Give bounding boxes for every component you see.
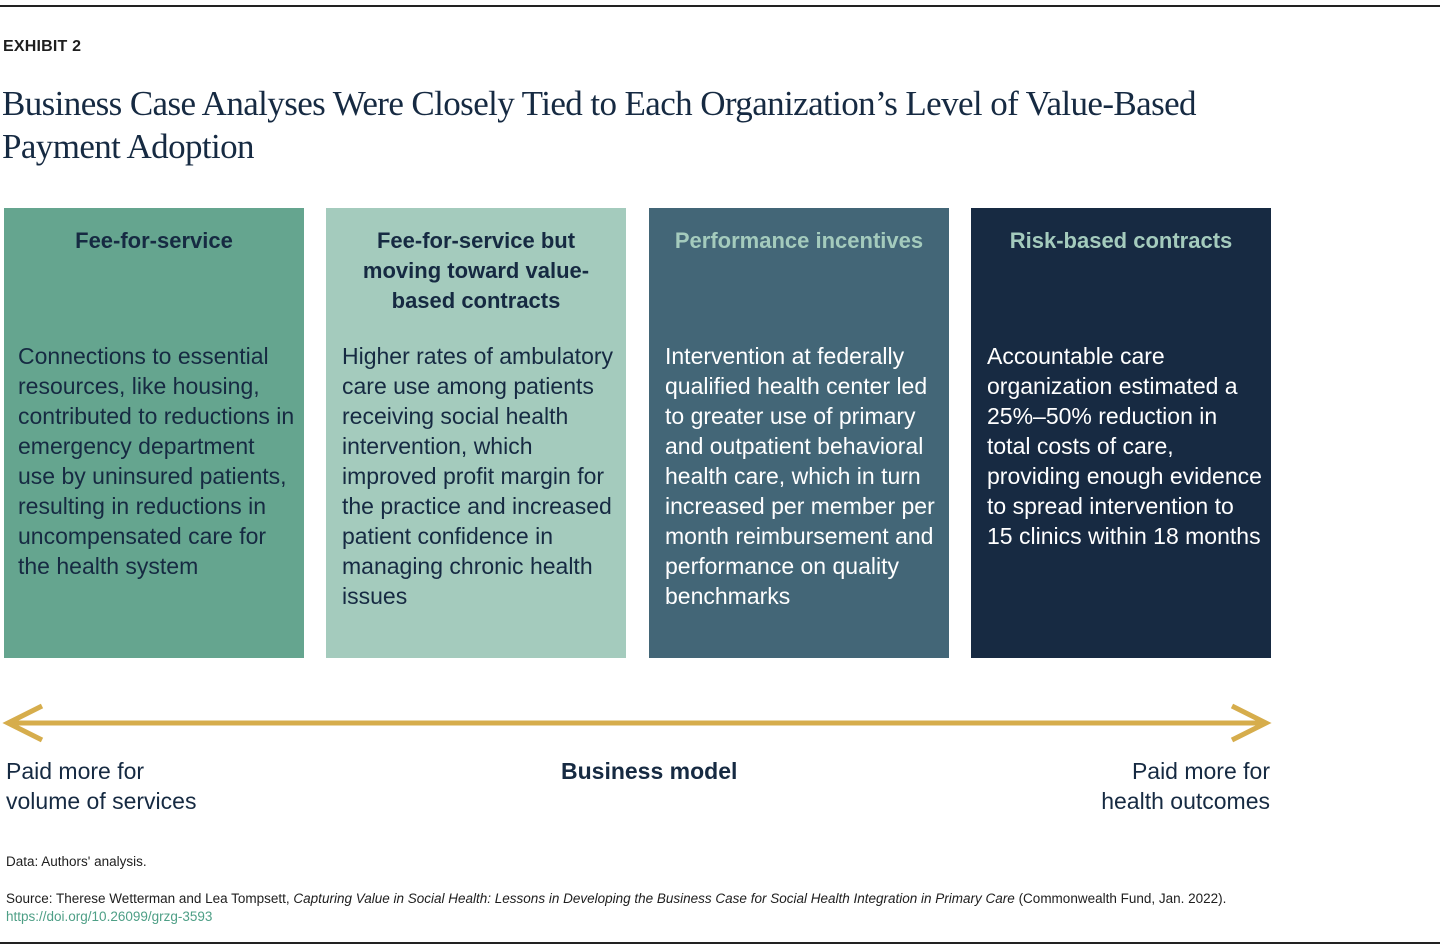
card-heading: Fee-for-service but moving toward value-…	[362, 228, 590, 313]
card-body: Higher rates of ambulatory care use amon…	[342, 343, 614, 609]
axis-left-label: Paid more for volume of services	[6, 756, 196, 816]
axis-left-line2: volume of services	[6, 788, 197, 814]
source-prefix: Source: Therese Wetterman and Lea Tompse…	[6, 891, 294, 906]
card-body: Intervention at federally qualified heal…	[665, 343, 935, 609]
axis-left-line1: Paid more for	[6, 758, 145, 784]
source-note: Source: Therese Wetterman and Lea Tompse…	[6, 890, 1226, 908]
card-fee-for-service: Fee-for-service Connections to essential…	[4, 208, 304, 658]
axis-right-line2: health outcomes	[1101, 788, 1270, 814]
axis-center-label: Business model	[561, 758, 738, 784]
top-rule	[0, 5, 1440, 7]
axis-right-line1: Paid more for	[1131, 758, 1270, 784]
card-heading: Risk-based contracts	[1009, 228, 1233, 253]
axis-right-label: Paid more for health outcomes	[1070, 756, 1270, 816]
page-title: Business Case Analyses Were Closely Tied…	[2, 84, 1197, 166]
exhibit-label: EXHIBIT 2	[3, 38, 82, 55]
card-body: Accountable care organization estimated …	[987, 343, 1262, 549]
bottom-rule	[0, 942, 1440, 944]
card-risk-based-contracts: Risk-based contracts Accountable care or…	[971, 208, 1271, 658]
card-body: Connections to essential resources, like…	[18, 343, 295, 579]
double-headed-arrow-icon	[2, 703, 1272, 743]
card-performance-incentives: Performance incentives Intervention at f…	[649, 208, 949, 658]
data-note: Data: Authors' analysis.	[6, 854, 147, 869]
source-title: Capturing Value in Social Health: Lesson…	[293, 891, 1015, 906]
card-ffs-moving-to-value: Fee-for-service but moving toward value-…	[326, 208, 626, 658]
card-heading: Performance incentives	[674, 228, 924, 253]
doi-link[interactable]: https://doi.org/10.26099/grzg-3593	[6, 909, 213, 924]
source-suffix: (Commonwealth Fund, Jan. 2022).	[1014, 891, 1227, 906]
card-heading: Fee-for-service	[75, 228, 233, 253]
